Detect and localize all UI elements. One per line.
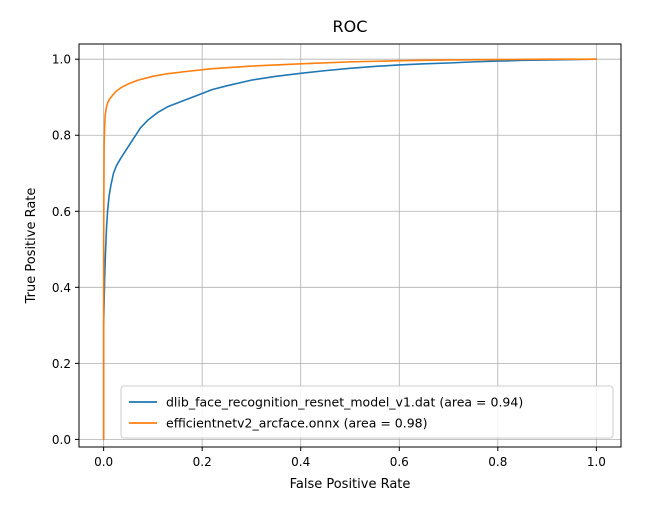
y-tick-label: 0.8 [52,129,71,143]
legend-label-1: dlib_face_recognition_resnet_model_v1.da… [166,395,523,410]
series-line-2 [102,58,598,441]
y-axis-label: True Positive Rate [24,188,39,305]
legend: dlib_face_recognition_resnet_model_v1.da… [120,385,614,439]
x-tick-label: 0.0 [94,455,113,469]
series-line-1 [102,58,598,441]
x-tick-label: 1.0 [587,455,606,469]
tick-layer: 0.0 0.2 0.4 0.6 0.8 1.0 0.0 0.2 0.4 0.6 0.8 1.0 [52,53,606,469]
x-tick-label: 0.4 [291,455,310,469]
y-tick-label: 0.2 [52,357,71,371]
grid-layer [79,44,621,447]
x-tick-label: 0.2 [193,455,212,469]
x-tick-label: 0.6 [390,455,409,469]
x-tick-label: 0.8 [488,455,507,469]
plot-frame [78,43,622,448]
y-tick-label: 0.6 [52,205,71,219]
series-layer [102,58,598,441]
x-axis-label: False Positive Rate [290,477,411,492]
chart-title: ROC [333,17,368,36]
y-tick-label: 0.0 [52,433,71,447]
legend-box [120,385,614,439]
legend-label-2: efficientnetv2_arcface.onnx (area = 0.98… [166,416,428,431]
y-tick-label: 1.0 [52,53,71,67]
y-tick-label: 0.4 [52,281,71,295]
